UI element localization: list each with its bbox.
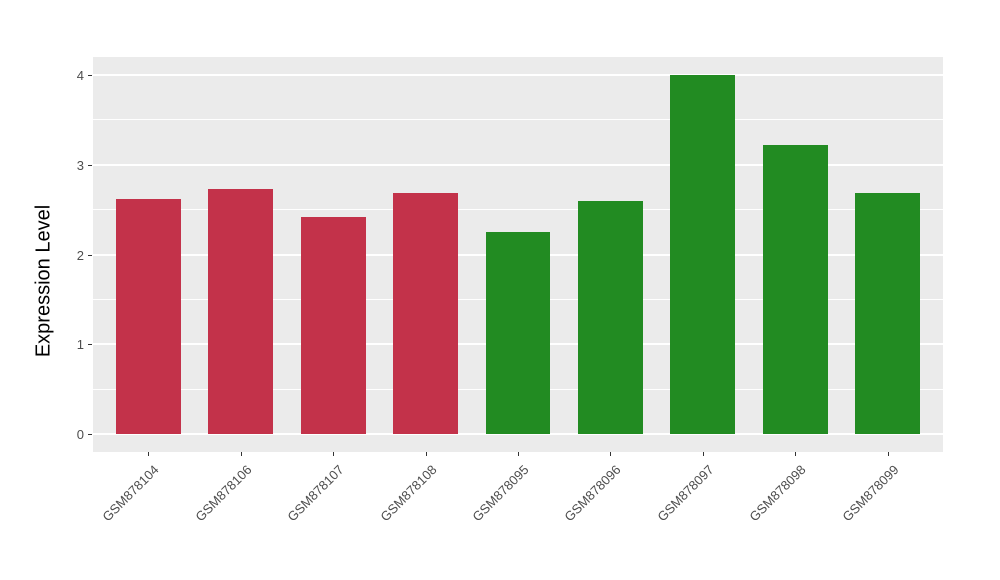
x-tick-mark xyxy=(702,452,704,456)
x-tick-mark xyxy=(333,452,335,456)
bar-GSM878106 xyxy=(208,188,274,435)
bar-GSM878107 xyxy=(300,216,366,435)
bar-GSM878099 xyxy=(855,193,920,435)
bar-GSM878096 xyxy=(578,200,643,435)
y-tick-label: 3 xyxy=(76,157,84,173)
x-tick-mark xyxy=(795,452,797,456)
x-tick-mark xyxy=(610,452,612,456)
bar-GSM878095 xyxy=(485,232,551,435)
x-tick-label: GSM878104 xyxy=(99,462,163,525)
x-tick-label: GSM878099 xyxy=(838,462,902,525)
x-tick-mark xyxy=(887,452,889,456)
y-tick-mark xyxy=(88,344,92,346)
x-tick-mark xyxy=(425,452,427,456)
y-tick-mark xyxy=(88,74,92,76)
minor-gridline xyxy=(93,119,943,121)
y-tick-mark xyxy=(88,434,92,436)
bar-GSM878108 xyxy=(393,193,458,435)
x-tick-label: GSM878106 xyxy=(192,462,255,525)
x-tick-mark xyxy=(240,452,242,456)
x-tick-label: GSM878097 xyxy=(654,462,717,525)
plot-panel xyxy=(93,57,943,452)
y-axis-title: Expression Level xyxy=(32,204,55,358)
x-tick-mark xyxy=(148,452,150,456)
y-tick-mark xyxy=(88,164,92,166)
x-tick-label: GSM878108 xyxy=(376,462,440,525)
x-tick-label: GSM878098 xyxy=(746,462,809,525)
x-tick-label: GSM878095 xyxy=(469,462,532,525)
x-tick-label: GSM878096 xyxy=(561,462,625,525)
major-gridline xyxy=(93,73,943,76)
y-tick-label: 1 xyxy=(76,337,84,353)
bar-GSM878104 xyxy=(116,198,181,435)
major-gridline xyxy=(93,163,943,166)
x-tick-mark xyxy=(518,452,519,456)
bar-GSM878097 xyxy=(670,74,736,435)
major-gridline xyxy=(93,433,943,436)
bar-GSM878098 xyxy=(762,144,828,435)
y-tick-label: 2 xyxy=(76,247,84,263)
y-tick-label: 4 xyxy=(76,67,84,83)
x-tick-label: GSM878107 xyxy=(284,462,347,525)
y-tick-mark xyxy=(88,254,92,256)
y-tick-label: 0 xyxy=(76,427,84,443)
minor-gridline xyxy=(93,209,943,211)
